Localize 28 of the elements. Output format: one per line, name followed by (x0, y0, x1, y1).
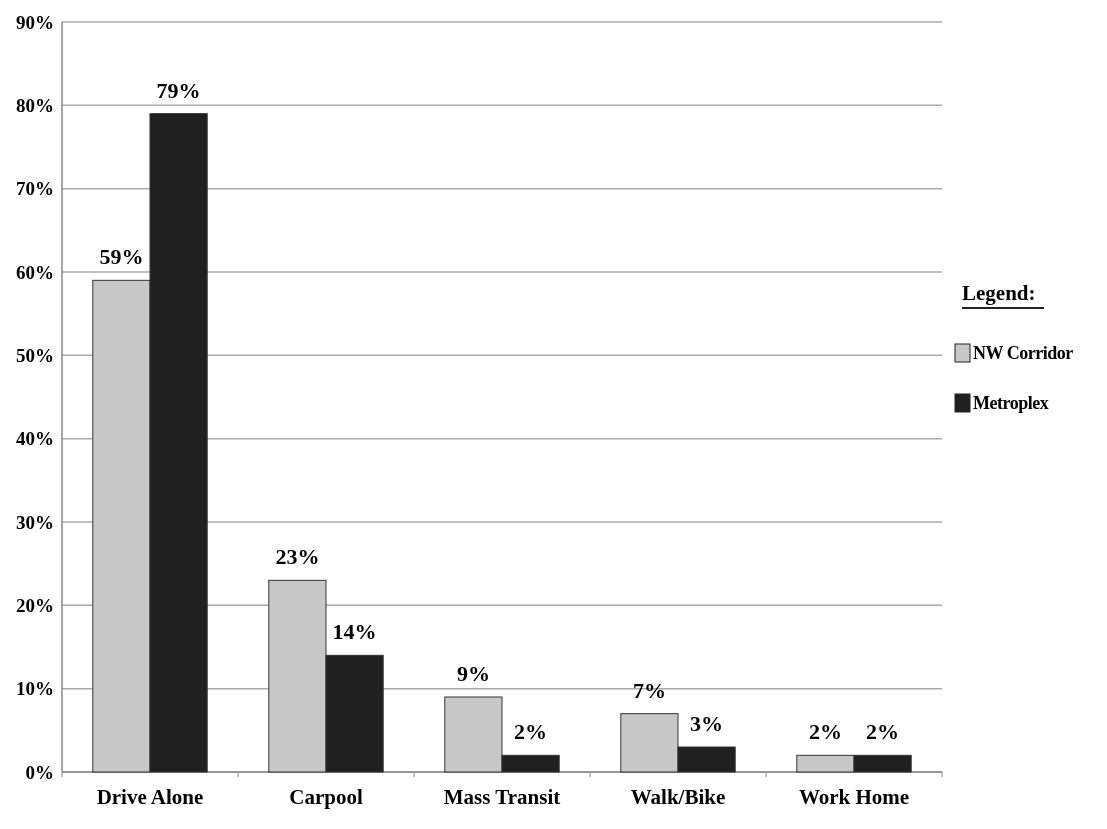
text: 23% (275, 544, 320, 570)
x-tick-label: Drive Alone (96, 785, 204, 809)
legend-title: Legend: (962, 281, 1036, 305)
x-tick-label: Carpool (289, 785, 363, 809)
x-tick-label: Mass Transit (443, 785, 561, 809)
text: 14% (332, 619, 377, 645)
y-tick-label: 40% (16, 428, 54, 450)
text: 59% (99, 244, 144, 270)
y-tick-label: 10% (16, 678, 54, 700)
y-tick-label: 70% (16, 178, 54, 200)
y-tick-label: 50% (16, 344, 54, 366)
text: 2% (514, 719, 548, 745)
x-tick-label: Walk/Bike (630, 785, 726, 809)
y-tick-label: 30% (16, 511, 54, 533)
y-tick-label: 60% (16, 261, 54, 283)
text: 79% (156, 77, 201, 103)
text: 2% (866, 719, 900, 745)
y-tick-label: 0% (25, 761, 54, 783)
y-tick-label: 80% (16, 94, 54, 116)
text: 9% (456, 661, 490, 686)
y-tick-label: 20% (16, 594, 54, 616)
y-tick-label: 90% (16, 11, 54, 33)
text: 3% (690, 711, 724, 736)
legend-label: NW Corridor (973, 343, 1074, 364)
text: 7% (632, 677, 666, 703)
legend-label: Metroplex (973, 393, 1049, 414)
x-tick-label: Work Home (798, 785, 910, 809)
text: 2% (808, 719, 842, 745)
